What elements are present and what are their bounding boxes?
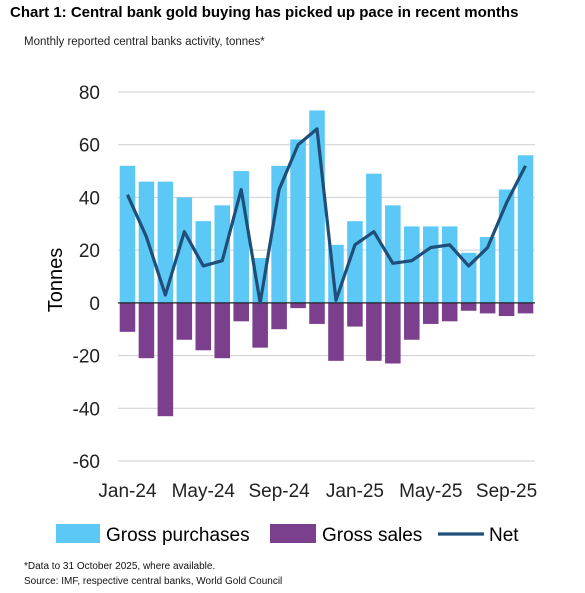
gross-sales-bar	[498, 302, 515, 317]
gross-sales-bar	[366, 302, 382, 361]
net-series-line	[126, 127, 527, 305]
gross-sales-bar	[328, 302, 344, 361]
gross-purchases-bar	[214, 205, 231, 303]
x-axis-tick-labels: Jan-24 May-24 Sep-24 Jan-25 May-25 Sep-25	[98, 481, 537, 502]
gross-sales-bar	[271, 302, 287, 330]
x-tick-label: Jan-25	[326, 481, 384, 502]
gross-sales-bar	[422, 302, 439, 324]
chart-subtitle: Monthly reported central banks activity,…	[24, 36, 265, 48]
x-tick-label: May-25	[399, 481, 462, 502]
gross-sales-bar	[479, 302, 496, 314]
y-axis-title: Tonnes	[45, 248, 67, 313]
legend-label-net: Net	[489, 525, 519, 546]
y-tick-label: -20	[73, 347, 100, 368]
legend-label-gross-purchases: Gross purchases	[106, 525, 250, 546]
gross-purchases-bar	[460, 252, 477, 303]
gross-sales-bar	[385, 302, 401, 364]
gross-sales-bar	[347, 302, 363, 327]
gross-purchases-bar	[517, 155, 534, 303]
legend: Gross purchases Gross sales Net	[56, 524, 519, 546]
gross-purchases-bar	[271, 165, 287, 303]
legend-swatch-gross-sales	[270, 524, 316, 543]
footnote: *Data to 31 October 2025, where availabl…	[24, 561, 216, 572]
gross-sales-bars	[119, 302, 534, 417]
gross-purchases-bar	[498, 189, 515, 303]
x-tick-label: Sep-24	[248, 481, 310, 502]
y-tick-label: 60	[79, 136, 100, 157]
gross-sales-bar	[290, 302, 306, 309]
legend-label-gross-sales: Gross sales	[322, 525, 422, 546]
gross-sales-bar	[517, 302, 534, 314]
gross-purchases-bar	[195, 221, 212, 303]
gross-purchases-bar	[385, 205, 401, 303]
gross-purchases-bar	[157, 181, 174, 303]
gross-purchases-bar	[252, 258, 268, 303]
gross-purchases-bar	[366, 173, 382, 303]
x-tick-label: May-24	[172, 481, 236, 502]
y-tick-label: 0	[89, 294, 100, 315]
gross-sales-bar	[119, 302, 136, 332]
gross-purchases-bar	[441, 226, 458, 303]
gross-sales-bar	[157, 302, 174, 417]
gross-sales-bar	[214, 302, 231, 359]
legend-swatch-gross-purchases	[56, 524, 100, 543]
gross-sales-bar	[176, 302, 193, 340]
y-tick-label: -60	[73, 452, 100, 473]
y-axis-tick-labels: 80 60 40 20 0 -20 -40 -60	[73, 83, 100, 473]
y-tick-label: 80	[79, 83, 100, 104]
gross-purchases-bar	[119, 165, 136, 303]
gross-sales-bar	[309, 302, 325, 324]
gross-purchases-bar	[176, 197, 193, 303]
source-note: Source: IMF, respective central banks, W…	[24, 576, 283, 587]
x-tick-label: Sep-25	[476, 481, 537, 502]
gross-purchases-bar	[138, 181, 155, 303]
gross-purchases-bar	[404, 226, 420, 303]
y-tick-label: 40	[79, 188, 100, 209]
gross-sales-bar	[233, 302, 249, 322]
gross-purchases-bar	[290, 139, 306, 303]
y-tick-label: -40	[73, 399, 100, 420]
gross-sales-bar	[252, 302, 268, 348]
chart-title: Chart 1: Central bank gold buying has pi…	[10, 4, 519, 21]
gross-sales-bar	[460, 302, 477, 311]
gross-sales-bar	[404, 302, 420, 340]
y-tick-label: 20	[79, 241, 100, 262]
gross-sales-bar	[138, 302, 155, 359]
gross-purchases-bar	[422, 226, 439, 303]
x-tick-label: Jan-24	[98, 481, 157, 502]
gross-sales-bar	[441, 302, 458, 322]
gross-sales-bar	[195, 302, 212, 351]
